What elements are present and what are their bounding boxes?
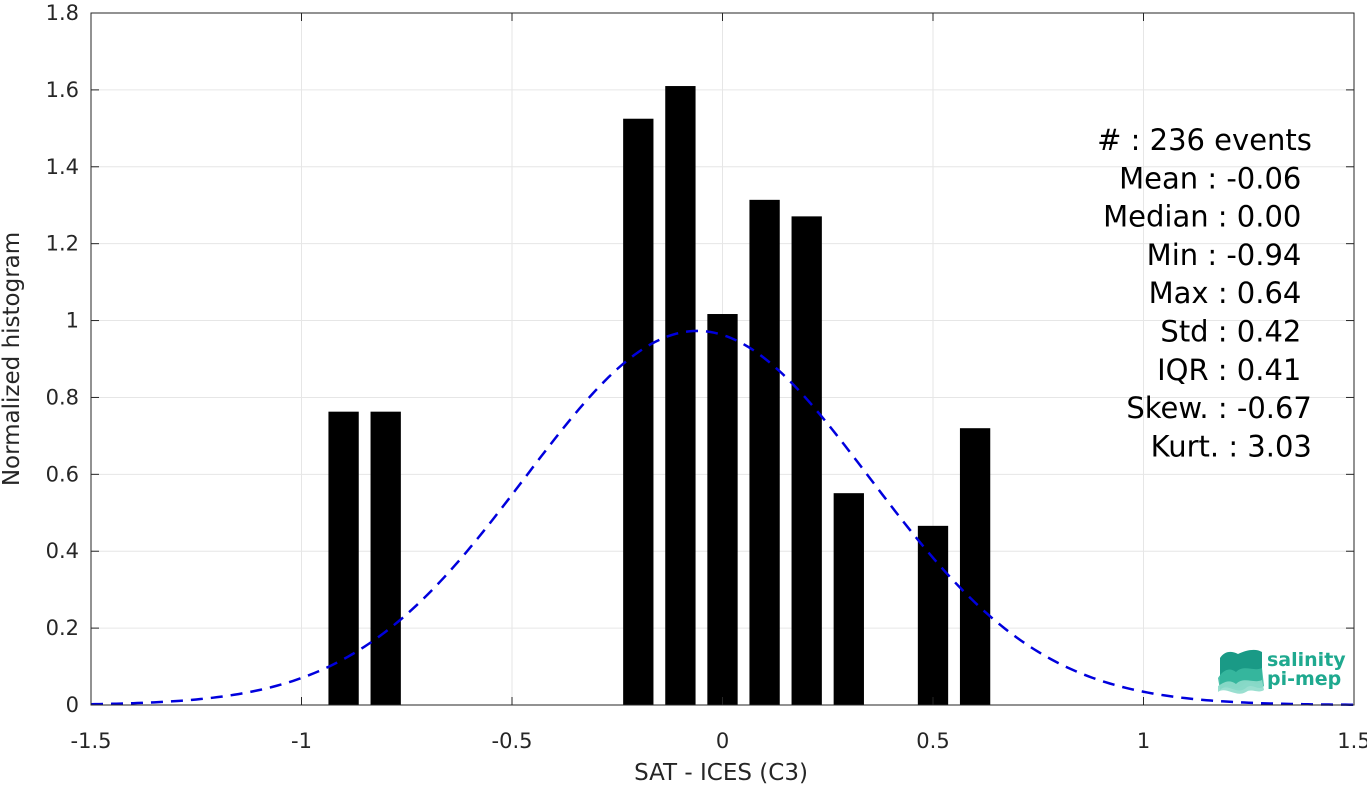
histogram-bar: [749, 199, 780, 705]
x-axis-label: SAT - ICES (C3): [634, 760, 808, 785]
salinity-pi-mep-logo: salinity pi-mep: [1218, 649, 1346, 694]
histogram-bar: [707, 314, 738, 705]
x-tick-label: -1.5: [71, 729, 112, 753]
y-axis-label: Normalized histogram: [0, 232, 25, 486]
x-tick-label: 1: [1137, 729, 1150, 753]
stat-line: Std : 0.42: [1160, 315, 1301, 349]
y-tick-label: 1.2: [46, 232, 79, 256]
x-tick-label: -1: [291, 729, 312, 753]
stats-box: # : 236 events Mean : -0.06 Median : 0.00 M…: [1097, 123, 1312, 463]
stat-line: Skew. : -0.67: [1126, 391, 1312, 425]
stat-line: Max : 0.64: [1149, 276, 1302, 310]
y-tick-label: 0: [66, 693, 79, 717]
y-tick-label: 0.6: [46, 462, 79, 486]
stat-line: Kurt. : 3.03: [1151, 429, 1312, 463]
histogram-bar: [791, 216, 822, 706]
stat-line: Min : -0.94: [1147, 238, 1302, 272]
y-tick-label: 0.8: [46, 385, 79, 409]
histogram-bar: [833, 493, 864, 705]
x-tick-label: 0.5: [916, 729, 949, 753]
y-tick-label: 1: [66, 309, 79, 333]
histogram-bar: [917, 525, 949, 705]
histogram-bar: [665, 86, 696, 706]
x-axis-ticks: -1.5 -1 -0.5 0 0.5 1 1.5: [71, 13, 1367, 753]
y-tick-label: 1.8: [46, 1, 79, 25]
histogram-bar: [328, 411, 359, 705]
histogram-bars: [328, 86, 991, 706]
y-axis-ticks: 0 0.2 0.4 0.6 0.8 1 1.2 1.4 1.6 1.8: [46, 1, 1354, 717]
x-tick-label: -0.5: [492, 729, 533, 753]
y-tick-label: 1.6: [46, 78, 79, 102]
logo-wave-icon: [1218, 649, 1264, 694]
histogram-bar: [370, 411, 401, 705]
stat-line: IQR : 0.41: [1157, 353, 1301, 387]
x-tick-label: 1.5: [1337, 729, 1367, 753]
histogram-bar: [959, 428, 991, 705]
stat-line: Mean : -0.06: [1119, 161, 1301, 195]
y-tick-label: 0.2: [46, 616, 79, 640]
logo-text-pi-mep: pi-mep: [1267, 668, 1341, 690]
y-tick-label: 0.4: [46, 539, 79, 563]
stat-line: # : 236 events: [1097, 123, 1312, 157]
stat-line: Median : 0.00: [1103, 200, 1301, 234]
logo-text-salinity: salinity: [1267, 649, 1346, 671]
x-tick-label: 0: [716, 729, 729, 753]
histogram-bar: [623, 118, 654, 705]
gaussian-fit-curve: [90, 329, 1355, 706]
y-tick-label: 1.4: [46, 155, 79, 179]
